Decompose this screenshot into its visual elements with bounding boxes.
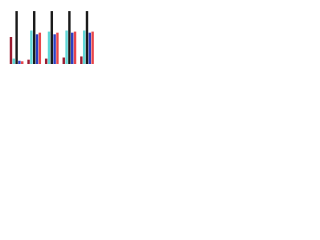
bar: [18, 60, 21, 64]
bar: [80, 56, 83, 64]
chart: [9, 11, 94, 65]
bar: [15, 11, 18, 64]
bar: [65, 30, 68, 64]
bar: [53, 34, 56, 64]
bar: [9, 37, 13, 64]
bar: [32, 11, 36, 64]
bar: [47, 31, 51, 65]
bar: [91, 31, 94, 65]
bar: [44, 58, 48, 64]
bar: [35, 34, 39, 64]
bar: [62, 57, 65, 64]
bar: [50, 11, 54, 64]
bar: [38, 32, 42, 64]
bar: [56, 32, 59, 64]
bar: [88, 32, 92, 64]
bar: [12, 58, 15, 64]
bar: [85, 11, 89, 64]
bar: [27, 59, 30, 64]
bar: [68, 11, 71, 64]
bar: [73, 31, 77, 65]
bar: [71, 32, 74, 64]
bar: [30, 30, 33, 64]
bar: [82, 30, 86, 64]
bar: [21, 61, 24, 64]
